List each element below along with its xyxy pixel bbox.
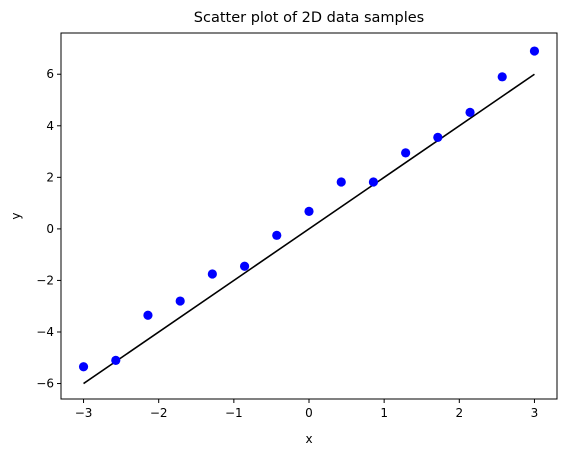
y-tick-label-1: −4 <box>36 325 54 339</box>
y-tick-label-2: −2 <box>36 273 54 287</box>
x-tick-label-5: 2 <box>455 406 463 420</box>
chart-title: Scatter plot of 2D data samples <box>194 10 424 26</box>
y-tick-label-4: 2 <box>46 170 54 184</box>
data-point-8 <box>336 177 346 187</box>
data-point-14 <box>529 46 540 56</box>
plot-area: −3 −2 −1 0 1 2 3 −6 −4 −2 0 2 4 6 <box>36 32 558 420</box>
plot-frame <box>60 32 558 400</box>
data-point-9 <box>368 177 379 187</box>
data-point-6 <box>272 230 282 240</box>
data-point-13 <box>497 72 507 82</box>
data-point-5 <box>239 261 250 271</box>
data-point-10 <box>401 148 411 158</box>
data-point-12 <box>465 107 475 117</box>
y-tick-label-5: 4 <box>46 119 54 133</box>
x-tick-label-4: 1 <box>380 406 388 420</box>
x-tick-label-0: −3 <box>75 406 93 420</box>
x-tick-label-2: −1 <box>225 406 243 420</box>
x-axis-label: x <box>305 432 312 446</box>
data-point-3 <box>175 296 185 306</box>
y-tick-label-6: 6 <box>46 67 54 81</box>
x-tick-label-3: 0 <box>305 406 313 420</box>
data-point-11 <box>433 132 443 142</box>
fit-line <box>83 73 535 385</box>
data-point-0 <box>78 362 89 372</box>
data-point-4 <box>207 269 217 279</box>
y-axis-label: y <box>9 212 23 219</box>
y-tick-label-3: 0 <box>46 222 54 236</box>
data-point-2 <box>143 310 153 320</box>
x-tick-label-1: −2 <box>150 406 168 420</box>
data-point-7 <box>304 206 314 216</box>
data-point-1 <box>111 355 121 365</box>
x-tick-label-6: 3 <box>531 406 539 420</box>
y-tick-label-0: −6 <box>36 377 54 391</box>
